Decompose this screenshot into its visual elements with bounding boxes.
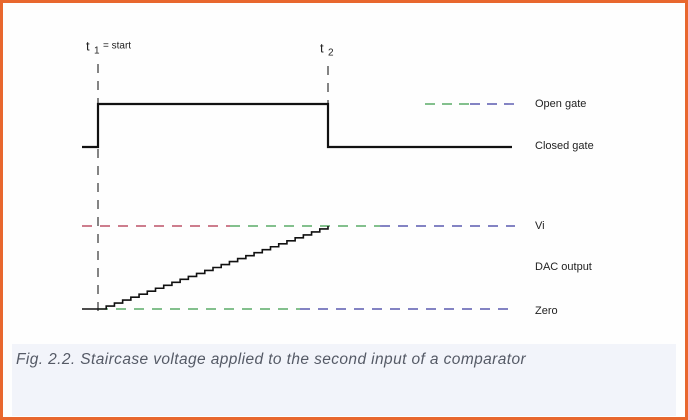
dac-staircase	[82, 226, 329, 310]
caption-box: Fig. 2.2. Staircase voltage applied to t…	[12, 344, 676, 416]
closed-gate-label: Closed gate	[535, 140, 594, 152]
marker-t2-symbol: t	[320, 40, 324, 55]
gate-signal	[82, 102, 512, 149]
caption: Fig. 2.2. Staircase voltage applied to t…	[16, 351, 527, 368]
marker-t1-symbol: t	[86, 38, 90, 53]
open-gate-label: Open gate	[535, 98, 586, 110]
marker-t1-suffix: = start	[103, 41, 131, 52]
marker-t1-subscript: 1	[94, 46, 100, 57]
vi-label: Vi	[535, 220, 545, 232]
zero-label: Zero	[535, 305, 558, 317]
marker-t2-subscript: 2	[328, 48, 334, 59]
dac-output-label: DAC output	[535, 261, 592, 273]
